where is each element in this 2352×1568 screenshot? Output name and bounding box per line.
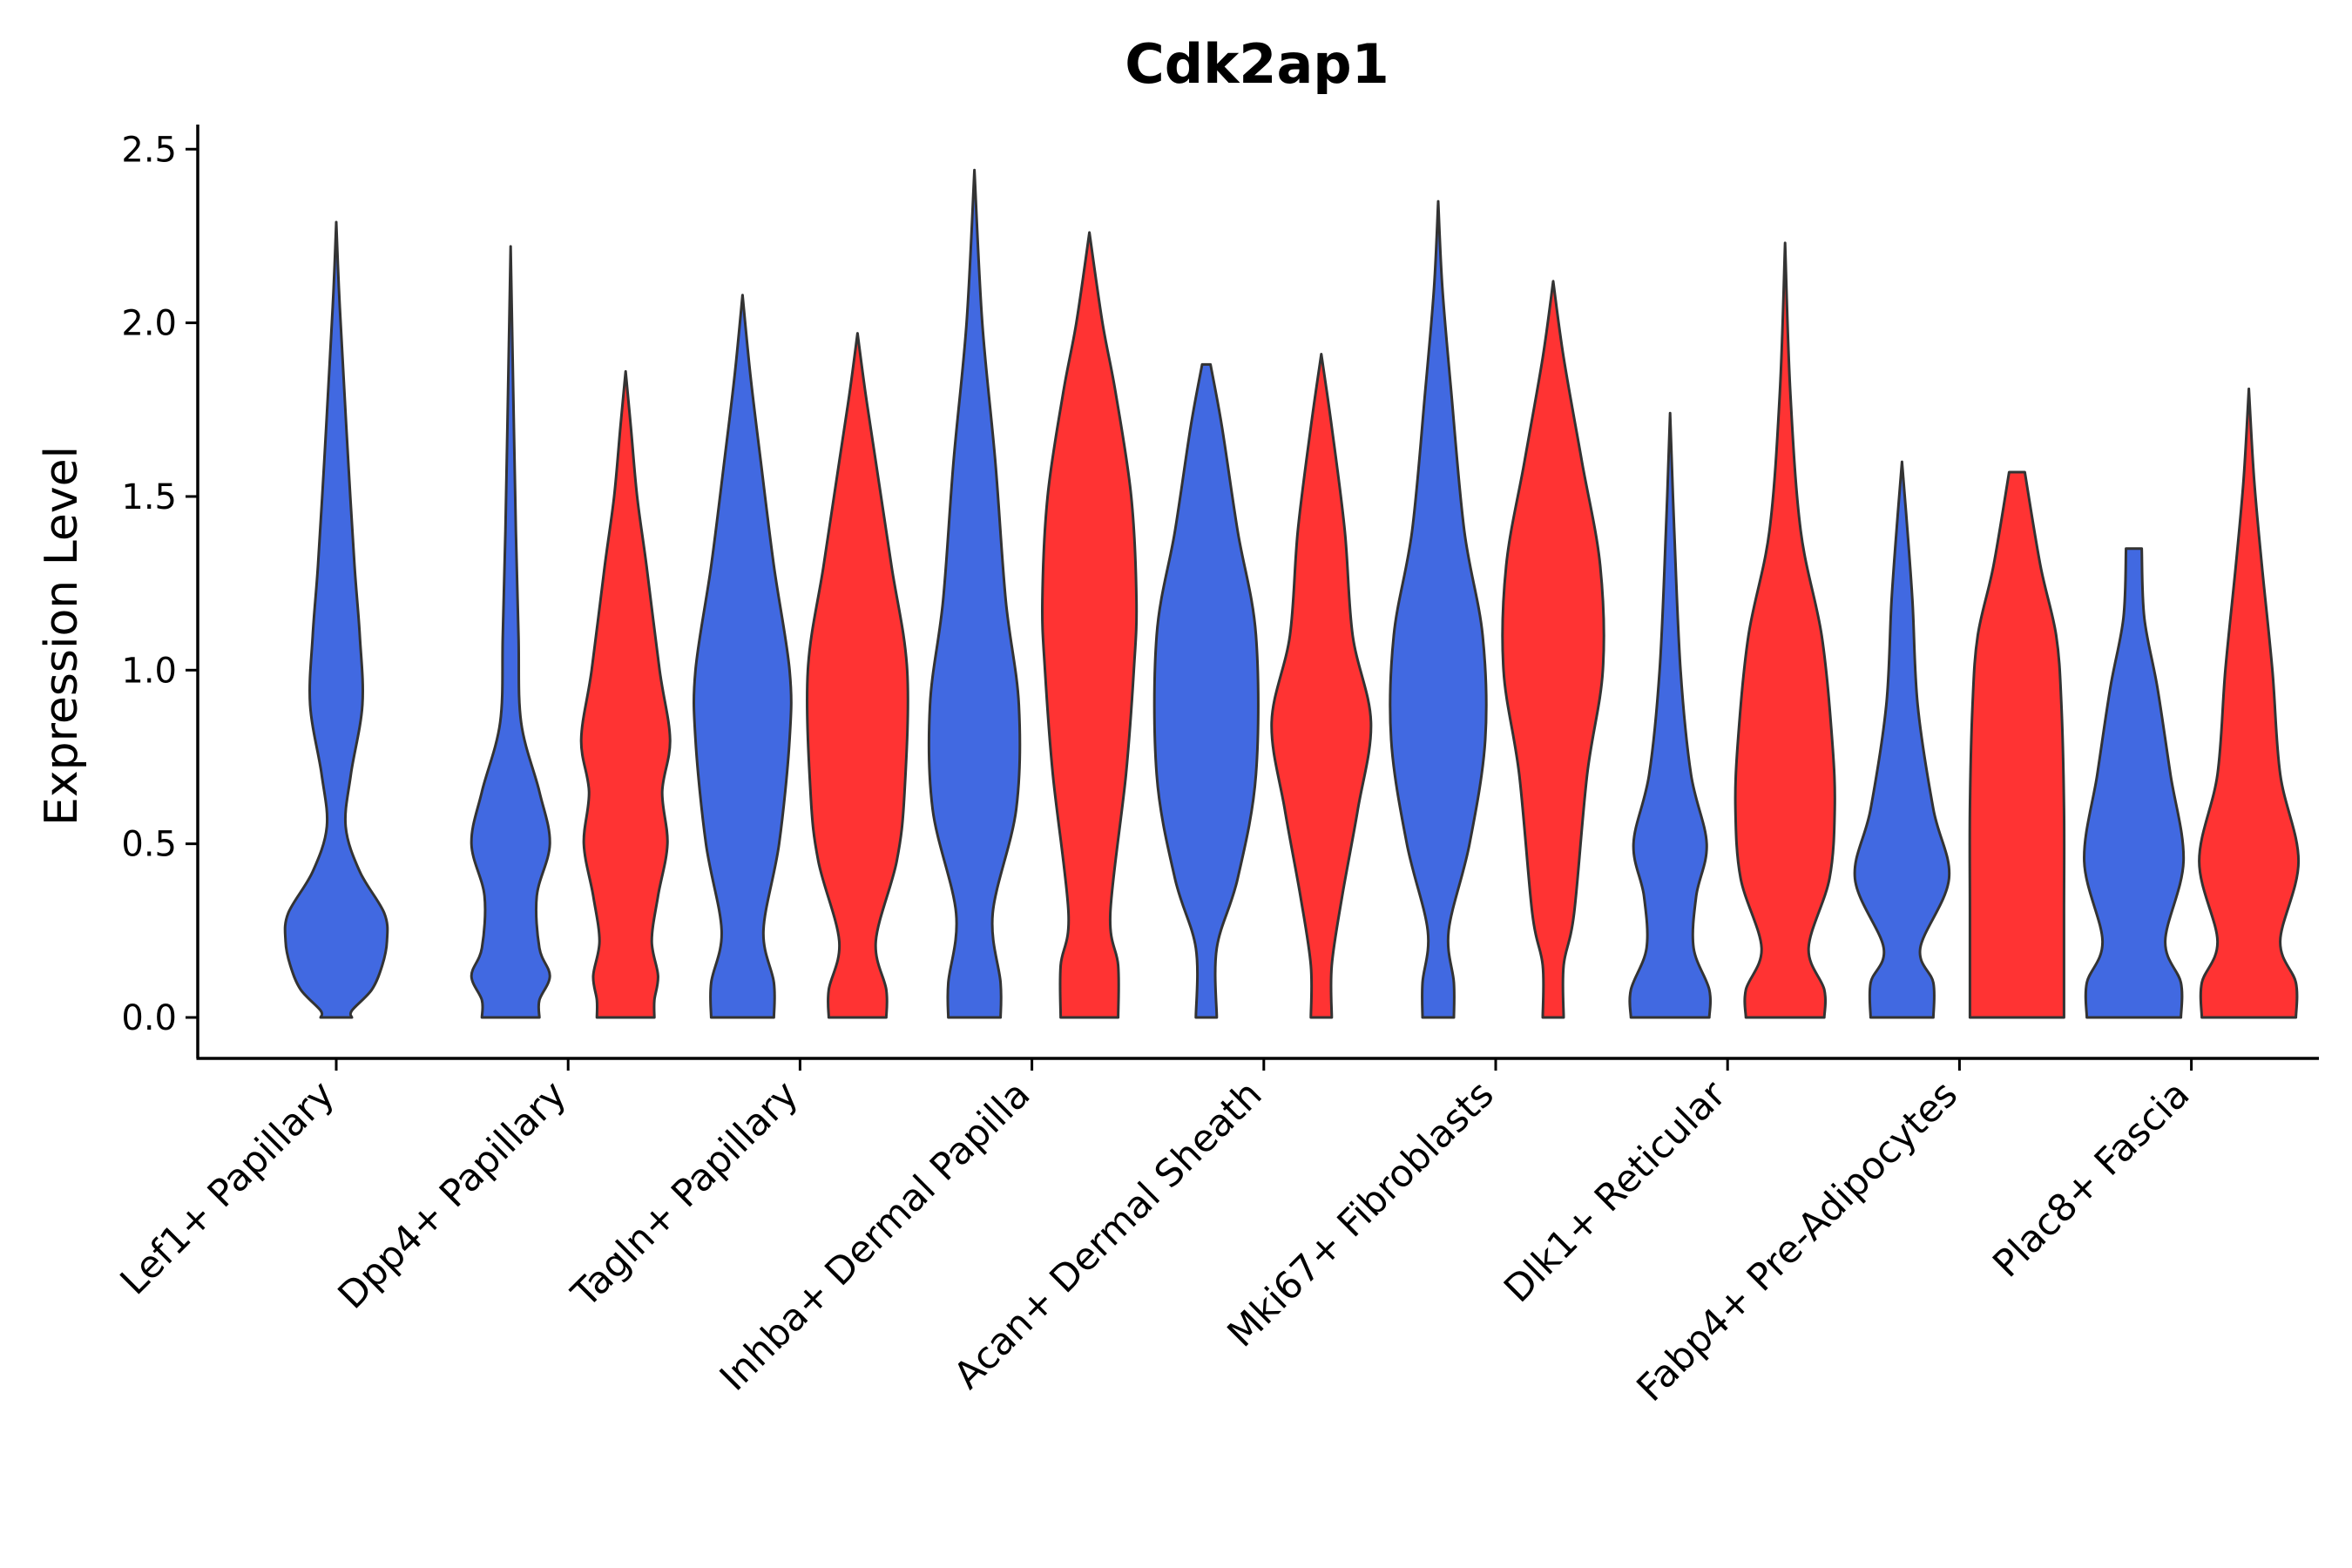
violin-red [1734, 241, 1836, 1019]
y-tick-label: 0.0 [121, 998, 177, 1038]
violin-blue [283, 220, 389, 1019]
violin-blue [1628, 411, 1713, 1019]
x-tick-label: Plac8+ Fascia [1984, 1072, 2198, 1286]
y-tick-label: 1.5 [121, 477, 177, 517]
x-tick-label: Dpp4+ Papillary [330, 1072, 575, 1317]
violin-blue [470, 245, 551, 1019]
x-tick-label: Dlk1+ Reticular [1496, 1072, 1734, 1311]
y-tick-label: 2.5 [121, 130, 177, 170]
violin-red [2198, 387, 2301, 1019]
y-tick-label: 1.0 [121, 651, 177, 691]
y-axis: 0.0 0.5 1.0 1.5 2.0 2.5 [121, 125, 199, 1058]
y-tick-label: 2.0 [121, 304, 177, 344]
violin-layer [283, 168, 2301, 1019]
x-tick-label: Tagln+ Papillary [563, 1072, 807, 1316]
violin-blue [1152, 362, 1260, 1019]
violin-red [1041, 231, 1139, 1019]
y-tick-label: 0.5 [121, 825, 177, 865]
violin-blue [1389, 199, 1488, 1019]
x-tick-label: Mki67+ Fibroblasts [1220, 1072, 1503, 1355]
violin-blue [2083, 547, 2186, 1019]
violin-red [1270, 353, 1373, 1019]
violin-blue [693, 294, 793, 1019]
violin-red [1501, 280, 1605, 1019]
violin-blue [1853, 460, 1951, 1019]
x-tick-label: Lef1+ Papillary [112, 1072, 343, 1303]
violin-red [1968, 470, 2066, 1019]
chart-title: Cdk2ap1 [1125, 32, 1389, 96]
y-axis-label: Expression Level [36, 446, 88, 826]
violin-red [579, 369, 672, 1019]
violin-blue [927, 168, 1022, 1019]
violin-red [806, 332, 909, 1019]
